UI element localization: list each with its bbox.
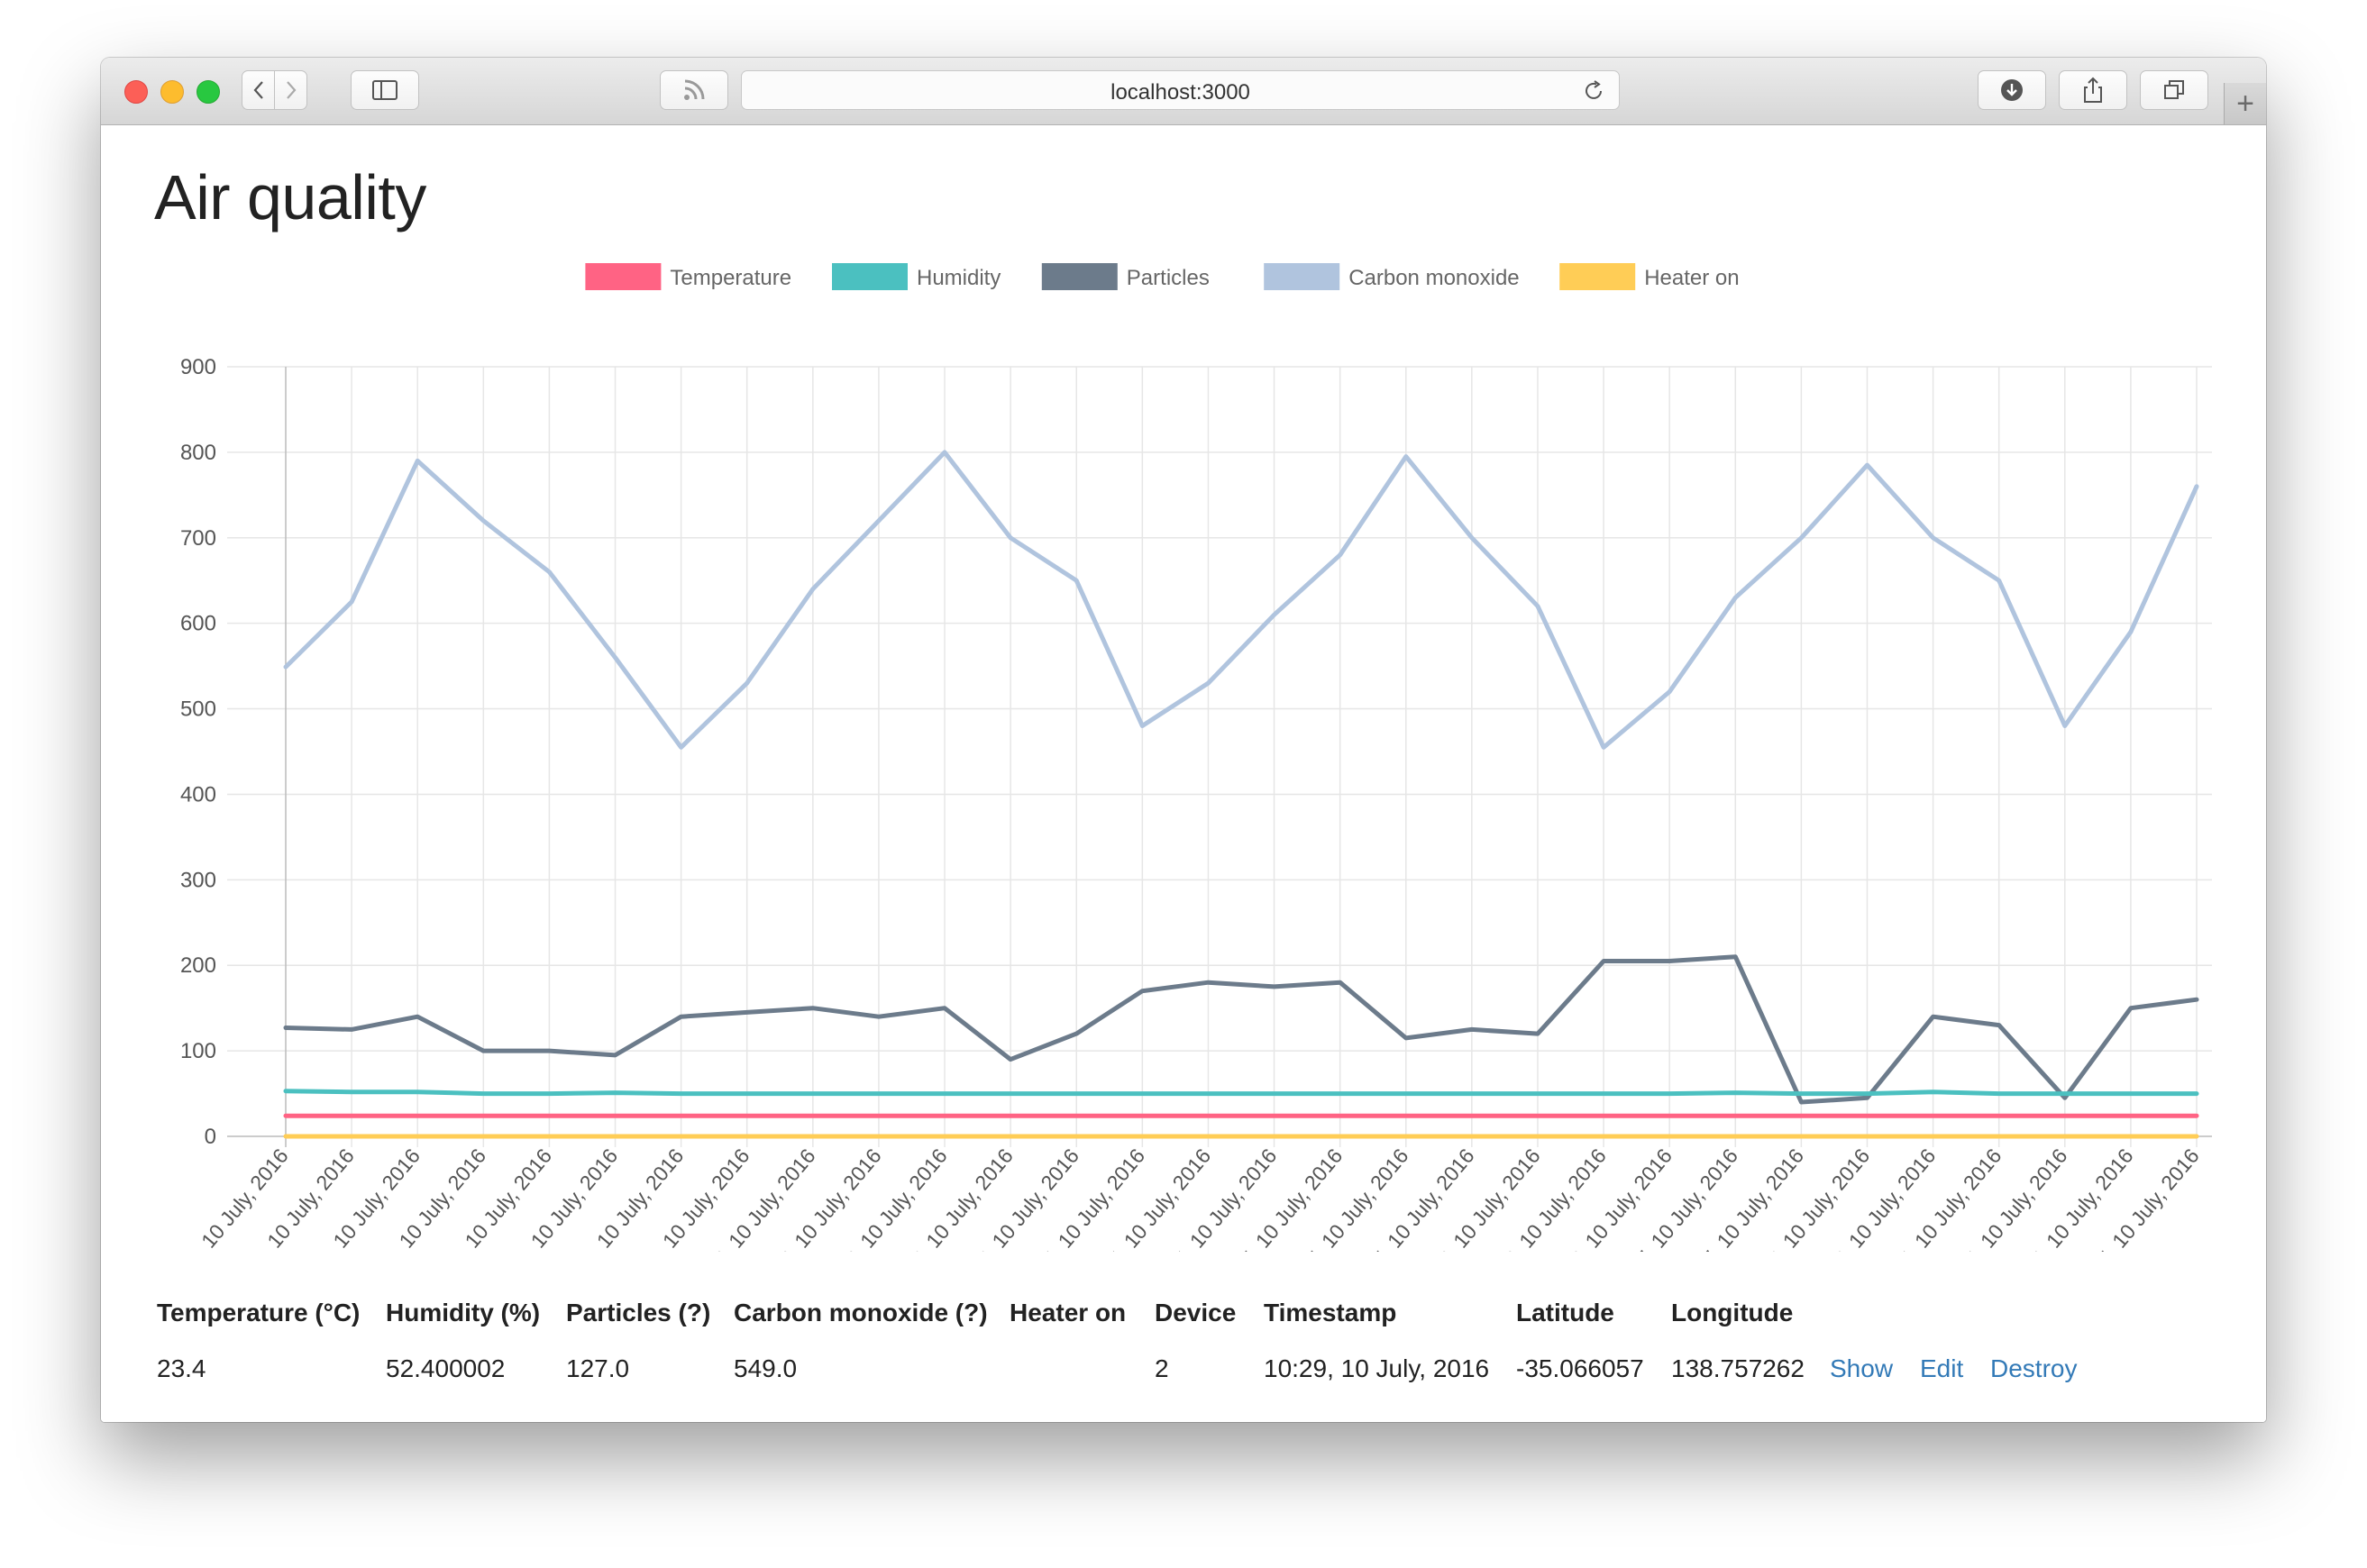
cell-longitude: 138.757262 — [1671, 1351, 1830, 1387]
sidebar-toggle-button[interactable] — [351, 70, 419, 110]
column-header-temperature: Temperature (°C) — [157, 1297, 386, 1351]
series-line — [286, 1091, 2197, 1094]
y-tick-label: 900 — [180, 355, 216, 379]
column-header-humidity: Humidity (%) — [386, 1297, 566, 1351]
cell-temperature: 23.4 — [157, 1351, 386, 1387]
rss-icon — [682, 78, 706, 102]
sidebar-icon — [371, 79, 398, 101]
cell-device: 2 — [1155, 1351, 1264, 1387]
column-header-longitude: Longitude — [1671, 1297, 1830, 1351]
reload-icon[interactable] — [1581, 78, 1606, 104]
y-tick-label: 700 — [180, 526, 216, 551]
legend-label: Heater on — [1644, 266, 1739, 290]
legend-swatch — [1559, 263, 1635, 290]
line-chart: Temperature Humidity Particles Carbon monox… — [101, 125, 2266, 1252]
forward-button[interactable] — [274, 70, 307, 110]
column-header-carbon-monoxide: Carbon monoxide (?) — [734, 1297, 1010, 1351]
cell-particles: 127.0 — [566, 1351, 734, 1387]
legend-label: Carbon monoxide — [1348, 266, 1519, 290]
plus-icon: + — [2236, 87, 2254, 122]
column-header-timestamp: Timestamp — [1264, 1297, 1516, 1351]
address-bar-url: localhost:3000 — [742, 80, 1619, 105]
download-icon — [1999, 77, 2024, 103]
y-tick-label: 300 — [180, 868, 216, 892]
edit-link[interactable]: Edit — [1920, 1354, 1963, 1382]
table-header-row: Temperature (°C) Humidity (%) Particles … — [157, 1297, 2089, 1351]
close-window-button[interactable] — [124, 80, 148, 104]
minimize-window-button[interactable] — [160, 80, 184, 104]
browser-window: localhost:3000 + Air quality Temperature… — [101, 58, 2266, 1422]
legend-swatch — [832, 263, 908, 290]
cell-humidity: 52.400002 — [386, 1351, 566, 1387]
y-tick-label: 100 — [180, 1039, 216, 1063]
rss-button[interactable] — [660, 70, 728, 110]
cell-heater-on — [1010, 1351, 1155, 1387]
legend-swatch — [585, 263, 661, 290]
column-header-latitude: Latitude — [1516, 1297, 1671, 1351]
y-tick-label: 800 — [180, 441, 216, 465]
new-tab-button[interactable]: + — [2224, 83, 2266, 124]
column-header-particles: Particles (?) — [566, 1297, 734, 1351]
column-header-device: Device — [1155, 1297, 1264, 1351]
page-content: Air quality Temperature Humidity Particles… — [101, 125, 2266, 1422]
address-bar[interactable]: localhost:3000 — [741, 70, 1620, 110]
data-table: Temperature (°C) Humidity (%) Particles … — [157, 1297, 2089, 1387]
cell-carbon-monoxide: 549.0 — [734, 1351, 1010, 1387]
column-header-heater-on: Heater on — [1010, 1297, 1155, 1351]
tabs-overview-button[interactable] — [2140, 70, 2208, 110]
share-icon — [2082, 77, 2104, 104]
zoom-window-button[interactable] — [196, 80, 220, 104]
legend-swatch — [1042, 263, 1118, 290]
cell-latitude: -35.066057 — [1516, 1351, 1671, 1387]
table-row: 23.4 52.400002 127.0 549.0 2 10:29, 10 J… — [157, 1351, 2089, 1387]
legend-label: Particles — [1127, 266, 1210, 290]
tabs-icon — [2162, 78, 2186, 102]
downloads-button[interactable] — [1978, 70, 2046, 110]
browser-titlebar: localhost:3000 + — [101, 58, 2266, 125]
back-button[interactable] — [242, 70, 275, 110]
share-button[interactable] — [2059, 70, 2127, 110]
y-tick-label: 600 — [180, 612, 216, 636]
y-tick-label: 200 — [180, 953, 216, 978]
destroy-link[interactable]: Destroy — [1990, 1354, 2077, 1382]
legend-label: Humidity — [917, 266, 1001, 290]
series-line — [286, 452, 2197, 747]
legend-label: Temperature — [670, 266, 791, 290]
legend-swatch — [1264, 263, 1339, 290]
cell-timestamp: 10:29, 10 July, 2016 — [1264, 1351, 1516, 1387]
y-tick-label: 500 — [180, 697, 216, 722]
series-line — [286, 957, 2197, 1102]
y-tick-label: 400 — [180, 782, 216, 807]
chevron-left-icon — [252, 80, 265, 100]
chevron-right-icon — [285, 80, 297, 100]
show-link[interactable]: Show — [1830, 1354, 1893, 1382]
y-tick-label: 0 — [205, 1125, 216, 1149]
